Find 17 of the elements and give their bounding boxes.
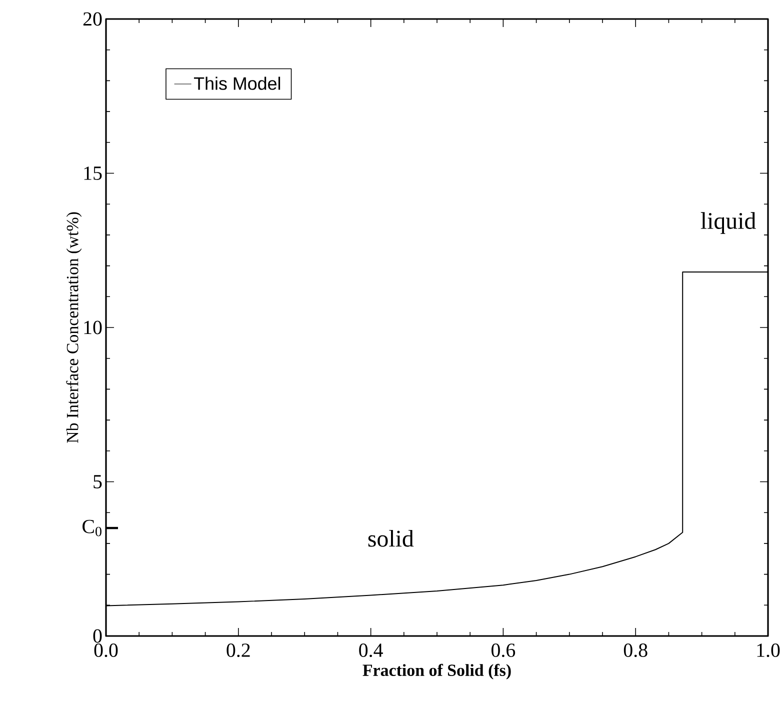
y-tick-label: 15	[84, 166, 102, 180]
x-tick-label: 0.4	[359, 644, 383, 658]
x-tick-label: 1.0	[757, 644, 780, 658]
y-tick-label: 20	[83, 12, 102, 26]
y-tick-label: 10	[84, 320, 102, 334]
y-axis-title: Nb Interface Concentration (wt%)	[66, 212, 82, 443]
x-tick-label: 0.2	[226, 644, 250, 658]
legend-label: This Model	[194, 76, 280, 90]
x-axis-title: Fraction of Solid (fs)	[362, 664, 511, 680]
annotation: liquid	[700, 212, 756, 234]
annotation: solid	[368, 530, 414, 547]
y-tick-label: 0	[93, 629, 102, 643]
x-tick-label: 0.8	[624, 644, 648, 658]
y-tick-label: 5	[94, 475, 102, 488]
x-tick-label: 0.6	[492, 644, 516, 658]
x-tick-label: 0.0	[94, 644, 118, 658]
ref-line-label: C$_{0}$	[82, 520, 102, 536]
